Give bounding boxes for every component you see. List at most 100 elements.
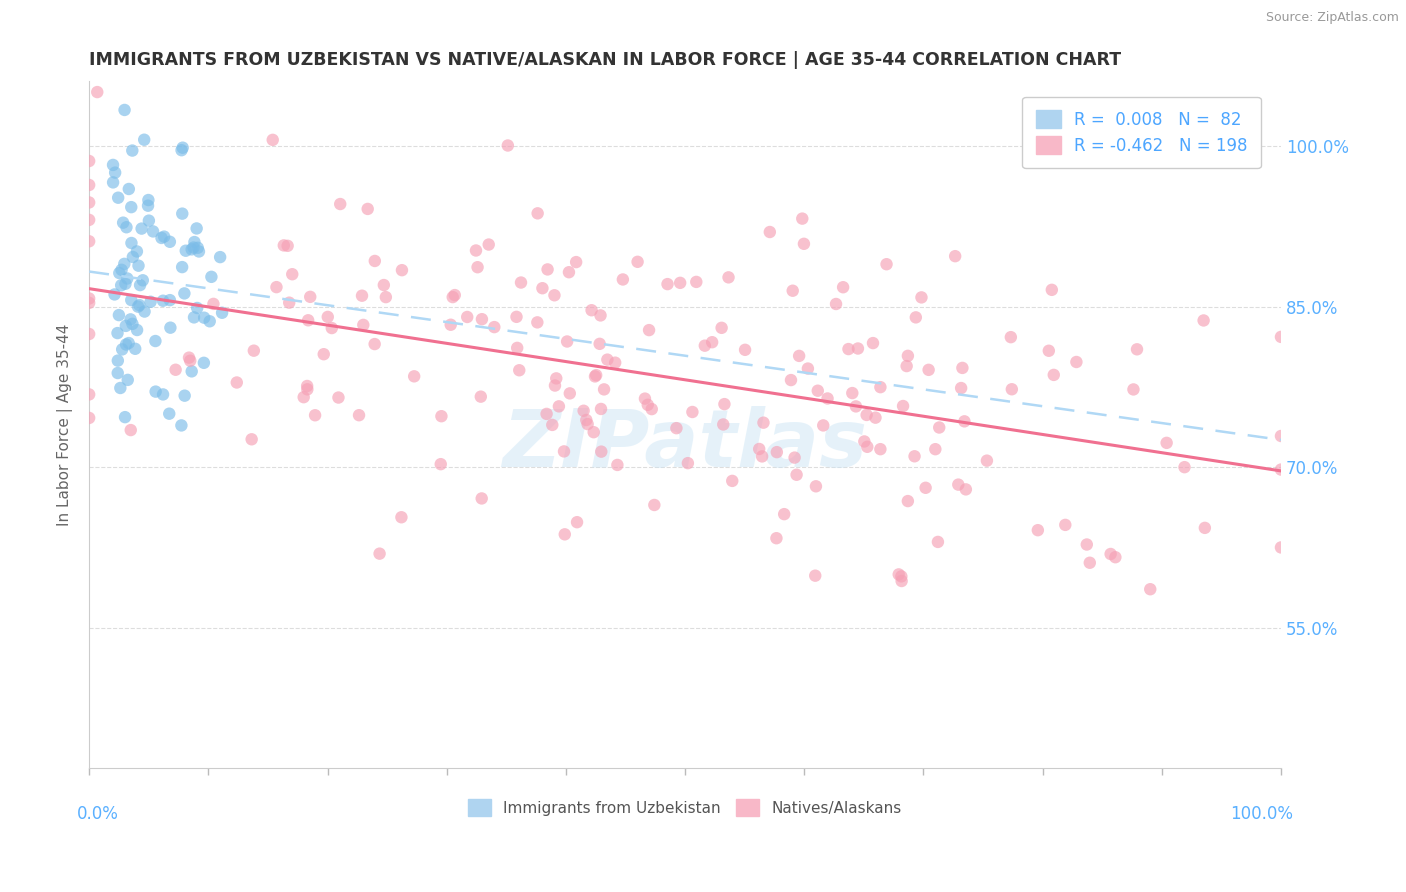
Point (107, 326, 129, 340)
Point (773, 507, 796, 521)
Point (589, 336, 612, 351)
Legend: Immigrants from Uzbekistan, Natives/Alaskans: Immigrants from Uzbekistan, Natives/Alas… (463, 793, 908, 822)
Point (129, 278, 152, 293)
Point (897, 349, 920, 363)
Point (115, 220, 138, 235)
Point (159, 320, 181, 334)
Point (111, 343, 134, 357)
Text: 100.0%: 100.0% (1230, 805, 1294, 823)
Point (297, 313, 319, 327)
Point (589, 401, 612, 416)
Point (786, 467, 808, 482)
Point (669, 276, 692, 290)
Point (782, 284, 804, 298)
Point (1270, 330, 1292, 344)
Point (710, 321, 733, 335)
Point (638, 323, 661, 337)
Point (128, 259, 150, 273)
Point (1173, 460, 1195, 475)
Point (138, 193, 160, 207)
Point (856, 440, 879, 454)
Point (357, 202, 380, 216)
Point (927, 535, 949, 549)
Point (1156, 435, 1178, 450)
Point (787, 349, 810, 363)
Point (792, 211, 814, 226)
Point (555, 334, 578, 349)
Point (1042, 368, 1064, 382)
Point (1076, 537, 1098, 551)
Point (159, 235, 181, 249)
Point (429, 457, 451, 471)
Point (711, 417, 734, 432)
Point (107, 366, 129, 380)
Point (77, 234, 100, 248)
Point (101, 158, 124, 172)
Point (183, 241, 205, 255)
Point (506, 341, 529, 355)
Point (159, 293, 181, 307)
Point (152, 387, 174, 401)
Point (352, 318, 374, 332)
Point (612, 272, 634, 286)
Point (153, 229, 176, 244)
Text: 0.0%: 0.0% (77, 805, 120, 823)
Point (183, 310, 205, 325)
Point (443, 288, 465, 302)
Point (928, 420, 950, 434)
Point (626, 255, 648, 269)
Point (127, 300, 149, 314)
Point (1270, 462, 1292, 476)
Text: Source: ZipAtlas.com: Source: ZipAtlas.com (1265, 11, 1399, 24)
Point (924, 442, 946, 457)
Point (172, 260, 194, 274)
Point (752, 416, 775, 430)
Point (855, 408, 877, 422)
Point (585, 368, 607, 383)
Point (1126, 343, 1149, 357)
Point (110, 278, 132, 293)
Point (177, 351, 200, 365)
Point (943, 249, 966, 263)
Point (295, 379, 318, 393)
Point (904, 310, 927, 325)
Point (734, 343, 756, 357)
Point (121, 317, 143, 331)
Point (157, 407, 180, 421)
Point (581, 303, 603, 318)
Point (471, 312, 494, 326)
Point (77, 326, 100, 341)
Point (172, 141, 194, 155)
Point (1104, 550, 1126, 565)
Point (558, 386, 581, 401)
Point (565, 515, 588, 529)
Point (114, 318, 136, 333)
Point (128, 298, 150, 312)
Point (107, 191, 129, 205)
Point (1139, 582, 1161, 597)
Point (180, 243, 202, 257)
Point (121, 144, 143, 158)
Point (1038, 343, 1060, 358)
Point (544, 378, 567, 392)
Point (118, 182, 141, 196)
Point (440, 318, 463, 332)
Point (553, 444, 575, 458)
Point (887, 567, 910, 582)
Point (179, 353, 201, 368)
Point (374, 290, 396, 304)
Point (391, 263, 413, 277)
Point (817, 392, 839, 406)
Point (117, 373, 139, 387)
Point (576, 417, 599, 431)
Point (145, 334, 167, 348)
Point (917, 363, 939, 377)
Point (112, 257, 135, 271)
Point (869, 442, 891, 457)
Point (804, 479, 827, 493)
Point (853, 434, 876, 449)
Point (676, 456, 699, 470)
Point (183, 235, 205, 249)
Point (173, 389, 195, 403)
Point (1099, 547, 1122, 561)
